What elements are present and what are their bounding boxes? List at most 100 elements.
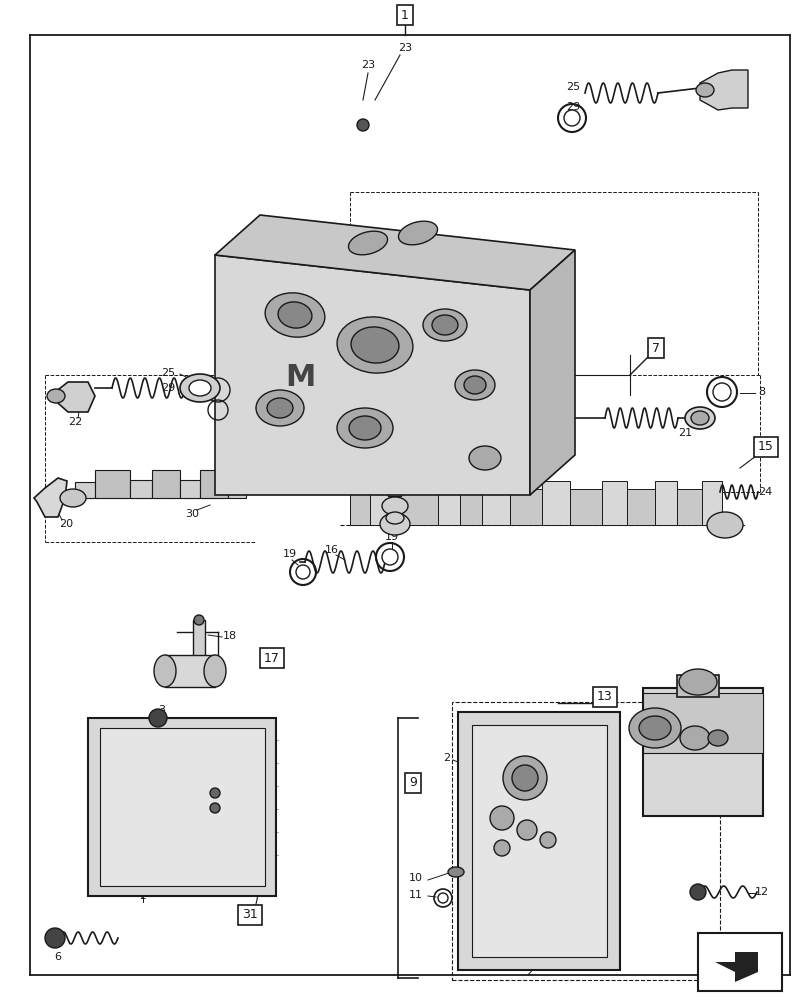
- Ellipse shape: [385, 512, 404, 524]
- Ellipse shape: [381, 549, 397, 565]
- Bar: [165, 655, 215, 687]
- Bar: [100, 728, 264, 886]
- Text: 6: 6: [54, 952, 62, 962]
- Bar: [569, 489, 601, 525]
- Ellipse shape: [564, 110, 579, 126]
- Text: 9: 9: [409, 776, 416, 790]
- Text: 3: 3: [158, 705, 165, 715]
- Text: 29: 29: [565, 102, 579, 112]
- Text: 2: 2: [139, 891, 146, 901]
- Text: 23: 23: [397, 43, 411, 53]
- Ellipse shape: [431, 315, 457, 335]
- Ellipse shape: [489, 806, 513, 830]
- Ellipse shape: [47, 389, 65, 403]
- Ellipse shape: [689, 884, 705, 900]
- Bar: [88, 718, 276, 896]
- Ellipse shape: [629, 708, 680, 748]
- Bar: [457, 712, 620, 970]
- Ellipse shape: [706, 512, 742, 538]
- Ellipse shape: [684, 407, 714, 429]
- Ellipse shape: [267, 398, 293, 418]
- Ellipse shape: [381, 497, 407, 515]
- Text: 22: 22: [68, 417, 82, 427]
- Ellipse shape: [194, 615, 204, 625]
- Bar: [702, 481, 721, 525]
- Ellipse shape: [210, 803, 220, 813]
- Bar: [601, 481, 626, 525]
- Polygon shape: [215, 255, 530, 495]
- Text: 16: 16: [324, 545, 338, 555]
- Bar: [95, 470, 130, 498]
- Ellipse shape: [337, 408, 393, 448]
- Bar: [654, 481, 676, 525]
- Text: 29: 29: [161, 383, 175, 393]
- Ellipse shape: [695, 83, 713, 97]
- Text: 4: 4: [244, 793, 251, 803]
- Ellipse shape: [517, 820, 536, 840]
- Bar: [397, 489, 437, 525]
- Polygon shape: [530, 250, 574, 495]
- Ellipse shape: [45, 928, 65, 948]
- Bar: [388, 468, 401, 496]
- Text: 18: 18: [223, 631, 237, 641]
- Text: 10: 10: [409, 873, 423, 883]
- Ellipse shape: [380, 513, 410, 535]
- Ellipse shape: [148, 709, 167, 727]
- Ellipse shape: [265, 293, 324, 337]
- Ellipse shape: [690, 411, 708, 425]
- Ellipse shape: [204, 655, 225, 687]
- Text: 2: 2: [526, 967, 533, 977]
- Ellipse shape: [154, 655, 176, 687]
- Polygon shape: [50, 382, 95, 412]
- Ellipse shape: [337, 317, 413, 373]
- Text: 23: 23: [361, 60, 375, 70]
- Polygon shape: [714, 952, 757, 982]
- Text: 21: 21: [677, 428, 691, 438]
- Ellipse shape: [210, 788, 220, 798]
- Bar: [642, 693, 762, 753]
- Polygon shape: [699, 70, 747, 110]
- Text: 13: 13: [596, 690, 612, 704]
- Bar: [75, 482, 95, 498]
- Ellipse shape: [189, 380, 211, 396]
- Text: 26: 26: [367, 500, 382, 510]
- Bar: [228, 480, 246, 498]
- Ellipse shape: [469, 446, 500, 470]
- Ellipse shape: [437, 893, 448, 903]
- Ellipse shape: [463, 376, 486, 394]
- Ellipse shape: [348, 231, 387, 255]
- Bar: [350, 491, 370, 525]
- Ellipse shape: [638, 716, 670, 740]
- Text: 2: 2: [443, 753, 450, 763]
- Ellipse shape: [512, 765, 538, 791]
- Bar: [180, 480, 200, 498]
- Bar: [193, 620, 204, 658]
- Ellipse shape: [350, 327, 398, 363]
- Bar: [152, 470, 180, 498]
- Text: M: M: [285, 363, 315, 392]
- Ellipse shape: [493, 840, 509, 856]
- Ellipse shape: [502, 756, 547, 800]
- Text: 8: 8: [757, 387, 765, 397]
- Ellipse shape: [357, 119, 368, 131]
- Text: 27: 27: [360, 517, 375, 527]
- Text: 31: 31: [242, 908, 258, 921]
- Polygon shape: [215, 215, 574, 290]
- Ellipse shape: [398, 221, 437, 245]
- Ellipse shape: [707, 730, 727, 746]
- Bar: [471, 725, 607, 957]
- Bar: [509, 489, 541, 525]
- Bar: [482, 481, 509, 525]
- Text: 12: 12: [754, 887, 768, 897]
- Bar: [676, 675, 718, 697]
- Bar: [626, 489, 654, 525]
- Bar: [370, 481, 397, 525]
- Ellipse shape: [679, 726, 709, 750]
- Ellipse shape: [423, 309, 466, 341]
- Ellipse shape: [255, 390, 303, 426]
- Text: 5: 5: [244, 780, 251, 790]
- Polygon shape: [34, 478, 67, 517]
- Text: 15: 15: [757, 440, 773, 454]
- Bar: [642, 688, 762, 816]
- Text: 11: 11: [409, 890, 423, 900]
